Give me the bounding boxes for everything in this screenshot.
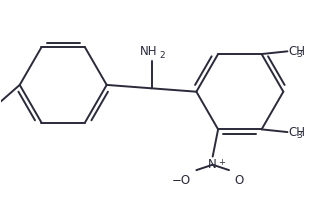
Text: CH: CH — [289, 125, 306, 138]
Text: N: N — [208, 158, 217, 171]
Text: NH: NH — [140, 45, 157, 58]
Text: −O: −O — [172, 174, 191, 187]
Text: 2: 2 — [159, 51, 165, 60]
Text: 3: 3 — [296, 50, 302, 59]
Text: O: O — [234, 174, 244, 187]
Text: +: + — [218, 158, 225, 167]
Text: CH: CH — [289, 45, 306, 58]
Text: 3: 3 — [296, 131, 302, 139]
